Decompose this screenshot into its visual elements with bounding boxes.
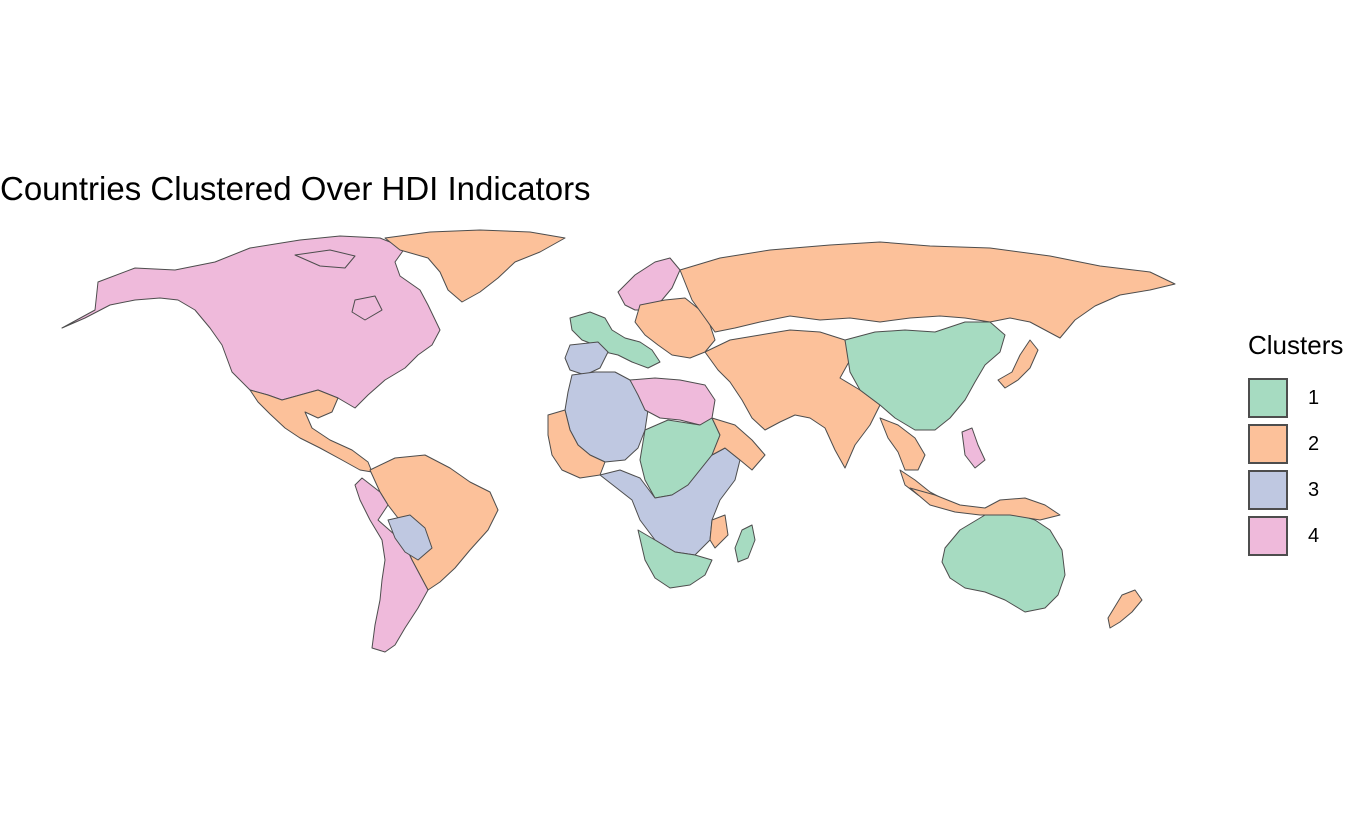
region-scandinavia	[617, 257, 681, 311]
region-western-europe	[569, 311, 661, 369]
legend-label: 4	[1308, 524, 1320, 547]
legend-item-1: 1	[1248, 375, 1343, 421]
legend-swatch	[1248, 424, 1288, 464]
region-south-america-west	[354, 477, 429, 653]
region-madagascar	[734, 524, 756, 563]
region-greenland	[384, 229, 566, 303]
region-indonesia-png	[909, 487, 1061, 521]
legend-label: 1	[1308, 386, 1320, 409]
region-russia	[679, 241, 1176, 339]
legend-title: Clusters	[1248, 330, 1344, 360]
region-southeast-asia	[879, 417, 946, 506]
legend-label: 3	[1308, 478, 1320, 501]
region-bolivia-paraguay	[387, 514, 433, 561]
region-australia	[941, 511, 1066, 613]
legend: Clusters 1 2 3 4	[1248, 330, 1343, 559]
region-east-africa	[709, 417, 766, 549]
region-mexico-central-america	[249, 389, 373, 473]
region-iberia	[564, 341, 609, 376]
legend-swatch	[1248, 470, 1288, 510]
legend-item-2: 2	[1248, 421, 1343, 467]
region-middle-east-central-asia	[704, 329, 881, 469]
legend-item-4: 4	[1248, 513, 1343, 559]
region-southern-africa	[637, 529, 713, 589]
legend-item-3: 3	[1248, 467, 1343, 513]
region-china	[844, 321, 1006, 431]
region-japan	[997, 339, 1039, 389]
region-philippines	[961, 427, 986, 469]
region-new-zealand	[1107, 589, 1143, 629]
legend-label: 2	[1308, 432, 1320, 455]
legend-swatch	[1248, 378, 1288, 418]
region-west-africa	[547, 409, 606, 479]
chart-title: Countries Clustered Over HDI Indicators	[0, 170, 591, 207]
region-north-america	[61, 235, 441, 409]
legend-swatch	[1248, 516, 1288, 556]
